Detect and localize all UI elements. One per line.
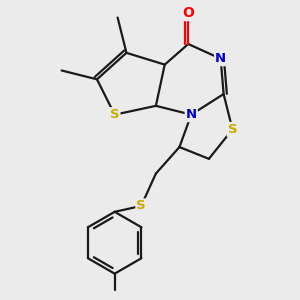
- Text: S: S: [110, 108, 119, 121]
- Text: N: N: [215, 52, 226, 65]
- Text: O: O: [182, 6, 194, 20]
- Text: N: N: [186, 108, 197, 121]
- Text: S: S: [228, 123, 237, 136]
- Text: S: S: [136, 200, 146, 212]
